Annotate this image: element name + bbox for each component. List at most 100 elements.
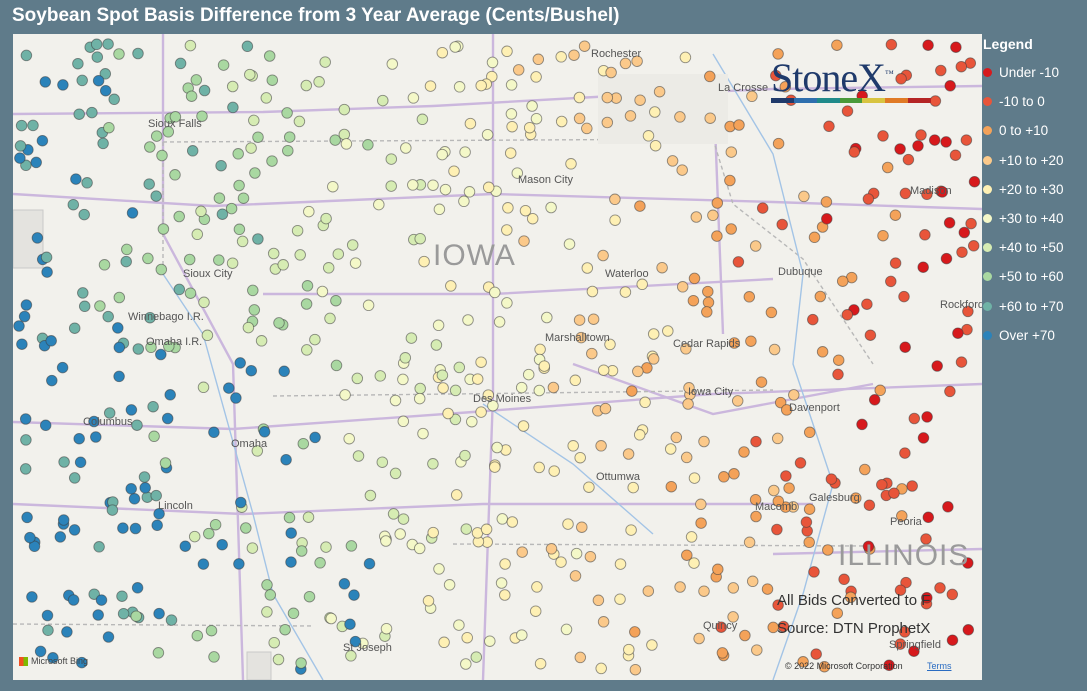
bid-marker[interactable] (227, 101, 239, 114)
bid-marker[interactable] (771, 432, 784, 445)
bid-marker[interactable] (436, 148, 448, 161)
bid-marker[interactable] (344, 618, 356, 630)
bid-marker[interactable] (917, 432, 930, 444)
bid-marker[interactable] (487, 399, 499, 412)
bid-marker[interactable] (217, 59, 230, 71)
bid-marker[interactable] (512, 64, 525, 76)
bid-marker[interactable] (301, 280, 314, 292)
bid-marker[interactable] (164, 389, 176, 401)
bid-marker[interactable] (547, 381, 560, 394)
bid-marker[interactable] (196, 110, 208, 122)
bid-marker[interactable] (216, 208, 229, 220)
bid-marker[interactable] (113, 370, 125, 383)
bid-marker[interactable] (919, 229, 931, 241)
bid-marker[interactable] (93, 541, 105, 553)
bid-marker[interactable] (112, 322, 124, 334)
bid-marker[interactable] (113, 48, 125, 60)
bid-marker[interactable] (772, 137, 785, 150)
bid-marker[interactable] (174, 57, 187, 70)
bid-marker[interactable] (664, 443, 677, 455)
bid-marker[interactable] (486, 56, 499, 69)
bid-marker[interactable] (117, 607, 130, 620)
bid-marker[interactable] (779, 81, 792, 93)
bid-marker[interactable] (636, 278, 648, 291)
bid-marker[interactable] (574, 651, 587, 664)
bid-marker[interactable] (373, 198, 385, 211)
bid-marker[interactable] (586, 347, 598, 360)
bid-marker[interactable] (102, 631, 115, 643)
bid-marker[interactable] (348, 589, 360, 601)
bid-marker[interactable] (70, 173, 82, 185)
bid-marker[interactable] (427, 526, 439, 539)
bid-marker[interactable] (698, 585, 710, 597)
bid-marker[interactable] (97, 137, 109, 150)
bid-marker[interactable] (944, 385, 956, 398)
bid-marker[interactable] (859, 463, 871, 476)
bid-marker[interactable] (962, 624, 975, 636)
bid-marker[interactable] (131, 419, 143, 431)
bid-marker[interactable] (36, 134, 49, 147)
bid-marker[interactable] (450, 489, 463, 501)
bid-marker[interactable] (715, 621, 727, 633)
legend-item[interactable]: +30 to +40 (983, 204, 1087, 233)
bid-marker[interactable] (233, 223, 246, 236)
bid-marker[interactable] (899, 187, 912, 200)
bid-marker[interactable] (380, 622, 393, 635)
bid-marker[interactable] (733, 119, 745, 131)
bid-marker[interactable] (443, 579, 456, 591)
bid-marker[interactable] (946, 588, 959, 601)
bid-marker[interactable] (463, 186, 476, 198)
bid-marker[interactable] (940, 252, 953, 265)
bid-marker[interactable] (798, 190, 810, 203)
bid-marker[interactable] (273, 317, 285, 329)
bid-marker[interactable] (285, 527, 297, 539)
legend-item[interactable]: Over +70 (983, 321, 1087, 350)
bid-marker[interactable] (128, 493, 141, 505)
bid-marker[interactable] (461, 631, 473, 644)
bid-marker[interactable] (413, 542, 426, 555)
bid-marker[interactable] (280, 453, 292, 466)
bid-marker[interactable] (338, 578, 351, 590)
bid-marker[interactable] (674, 581, 686, 593)
bid-marker[interactable] (78, 300, 91, 313)
bid-marker[interactable] (377, 94, 389, 107)
bid-marker[interactable] (327, 180, 339, 193)
bid-marker[interactable] (622, 448, 635, 460)
bid-marker[interactable] (821, 213, 833, 225)
bid-marker[interactable] (538, 360, 551, 372)
bid-marker[interactable] (625, 524, 637, 536)
bid-marker[interactable] (917, 261, 929, 273)
bid-marker[interactable] (418, 255, 430, 268)
bid-marker[interactable] (233, 558, 245, 570)
bid-marker[interactable] (386, 58, 399, 70)
bid-marker[interactable] (57, 514, 70, 526)
bid-marker[interactable] (725, 223, 737, 235)
bid-marker[interactable] (68, 524, 81, 536)
bid-marker[interactable] (91, 51, 104, 63)
bid-marker[interactable] (746, 575, 759, 588)
bid-marker[interactable] (252, 233, 264, 245)
bid-marker[interactable] (810, 648, 822, 660)
bid-marker[interactable] (940, 136, 952, 148)
bid-marker[interactable] (73, 108, 85, 120)
bid-marker[interactable] (121, 243, 133, 256)
bid-marker[interactable] (502, 202, 514, 214)
bid-marker[interactable] (120, 255, 132, 268)
bid-marker[interactable] (144, 311, 156, 324)
bid-marker[interactable] (908, 412, 921, 425)
bid-marker[interactable] (471, 373, 484, 385)
bid-marker[interactable] (576, 521, 588, 533)
bid-marker[interactable] (921, 591, 933, 604)
bid-marker[interactable] (233, 179, 245, 192)
bid-marker[interactable] (41, 609, 54, 622)
bid-marker[interactable] (20, 299, 33, 311)
bid-marker[interactable] (295, 657, 307, 669)
bid-marker[interactable] (374, 370, 387, 382)
bid-marker[interactable] (962, 557, 974, 569)
bid-marker[interactable] (614, 593, 626, 605)
bid-marker[interactable] (838, 573, 850, 586)
bid-marker[interactable] (656, 261, 668, 274)
bid-marker[interactable] (592, 594, 605, 607)
bid-marker[interactable] (103, 121, 115, 134)
bid-marker[interactable] (459, 449, 471, 462)
